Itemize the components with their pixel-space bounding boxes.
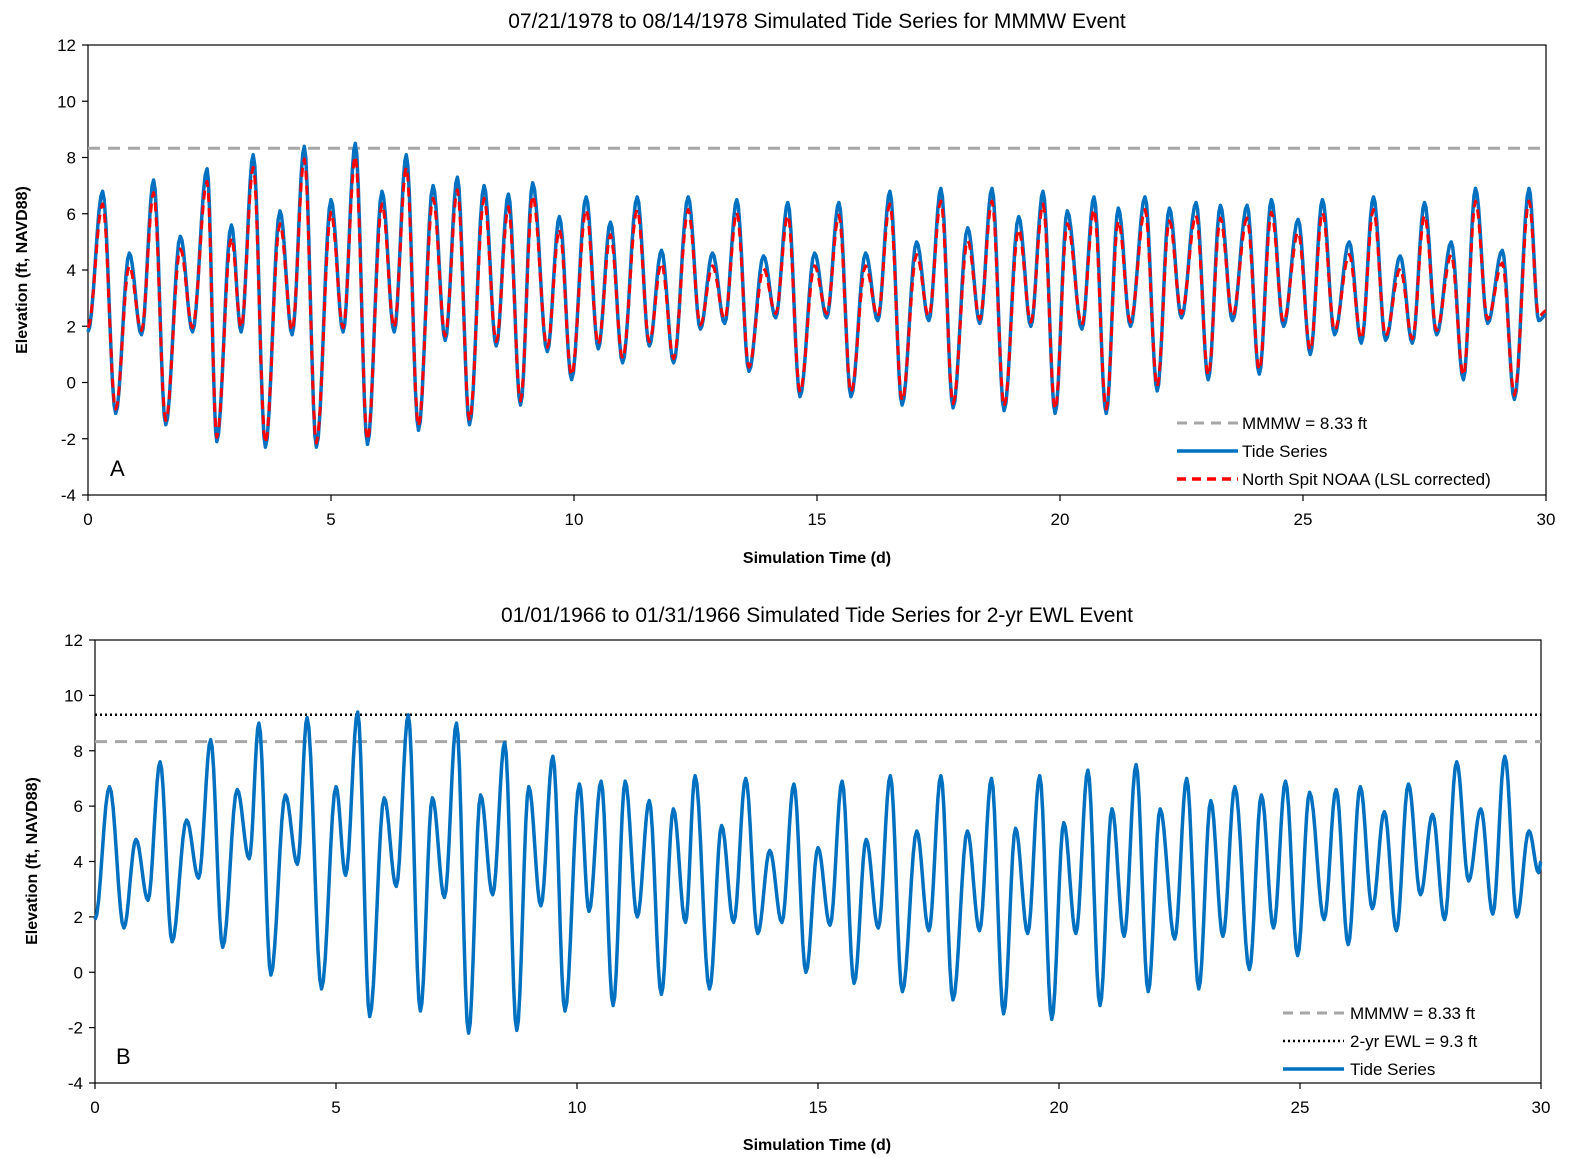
y-tick-label: -2 — [61, 430, 76, 449]
panel-b-x-ticks: 0 5 10 15 20 25 30 — [90, 1083, 1550, 1117]
y-tick-label: 12 — [64, 631, 83, 650]
y-tick-label: 8 — [74, 742, 83, 761]
x-tick-label: 30 — [1537, 510, 1556, 529]
x-tick-label: 10 — [565, 510, 584, 529]
y-tick-label: -4 — [68, 1074, 83, 1093]
x-tick-label: 5 — [326, 510, 335, 529]
y-tick-label: 6 — [67, 205, 76, 224]
y-tick-label: 8 — [67, 149, 76, 168]
x-tick-label: 0 — [90, 1098, 99, 1117]
panel-b-y-axis-label: Elevation (ft, NAVD88) — [24, 777, 41, 945]
legend-b-ewl-label: 2-yr EWL = 9.3 ft — [1350, 1032, 1478, 1051]
x-tick-label: 10 — [568, 1098, 587, 1117]
x-tick-label: 20 — [1051, 510, 1070, 529]
panel-b-letter: B — [116, 1044, 131, 1069]
y-tick-label: 0 — [74, 963, 83, 982]
x-tick-label: 30 — [1532, 1098, 1551, 1117]
y-tick-label: 6 — [74, 797, 83, 816]
panel-b-tide-series-line — [93, 710, 1543, 1035]
y-tick-label: 10 — [57, 92, 76, 111]
x-tick-label: 25 — [1291, 1098, 1310, 1117]
x-tick-label: 0 — [83, 510, 92, 529]
panel-a-y-ticks: -4 -2 0 2 4 6 8 10 12 — [57, 36, 88, 505]
panel-a-legend: MMMW = 8.33 ft Tide Series North Spit NO… — [1177, 414, 1491, 489]
legend-b-mmmw-label: MMMW = 8.33 ft — [1350, 1004, 1475, 1023]
panel-b-y-ticks: -4 -2 0 2 4 6 8 10 12 — [64, 631, 95, 1093]
y-tick-label: 2 — [67, 317, 76, 336]
panel-a-letter: A — [110, 456, 125, 481]
panel-a-chart: 07/21/1978 to 08/14/1978 Simulated Tide … — [14, 10, 1555, 567]
y-tick-label: 4 — [67, 261, 76, 280]
x-tick-label: 20 — [1050, 1098, 1069, 1117]
panel-a-y-axis-label: Elevation (ft, NAVD88) — [14, 186, 31, 354]
panel-a-noaa-series-line — [86, 154, 1547, 445]
panel-b-chart: 01/01/1966 to 01/31/1966 Simulated Tide … — [24, 604, 1550, 1154]
panel-a-x-axis-label: Simulation Time (d) — [743, 550, 891, 567]
panel-b-x-axis-label: Simulation Time (d) — [743, 1137, 891, 1154]
y-tick-label: 12 — [57, 36, 76, 55]
legend-a-tide-label: Tide Series — [1242, 442, 1327, 461]
y-tick-label: 0 — [67, 374, 76, 393]
y-tick-label: 2 — [74, 908, 83, 927]
panel-b-legend: MMMW = 8.33 ft 2-yr EWL = 9.3 ft Tide Se… — [1283, 1004, 1478, 1079]
x-tick-label: 25 — [1294, 510, 1313, 529]
x-tick-label: 15 — [809, 1098, 828, 1117]
y-tick-label: -4 — [61, 486, 76, 505]
panel-b-title: 01/01/1966 to 01/31/1966 Simulated Tide … — [501, 604, 1133, 627]
x-tick-label: 15 — [808, 510, 827, 529]
panel-a-x-ticks: 0 5 10 15 20 25 30 — [83, 495, 1555, 529]
legend-b-tide-label: Tide Series — [1350, 1060, 1435, 1079]
panel-b-plot-frame — [94, 639, 1542, 1084]
x-tick-label: 5 — [331, 1098, 340, 1117]
y-tick-label: 4 — [74, 853, 83, 872]
y-tick-label: 10 — [64, 686, 83, 705]
panel-a-title: 07/21/1978 to 08/14/1978 Simulated Tide … — [508, 10, 1126, 33]
legend-a-mmmw-label: MMMW = 8.33 ft — [1242, 414, 1367, 433]
legend-a-noaa-label: North Spit NOAA (LSL corrected) — [1242, 470, 1491, 489]
y-tick-label: -2 — [68, 1019, 83, 1038]
